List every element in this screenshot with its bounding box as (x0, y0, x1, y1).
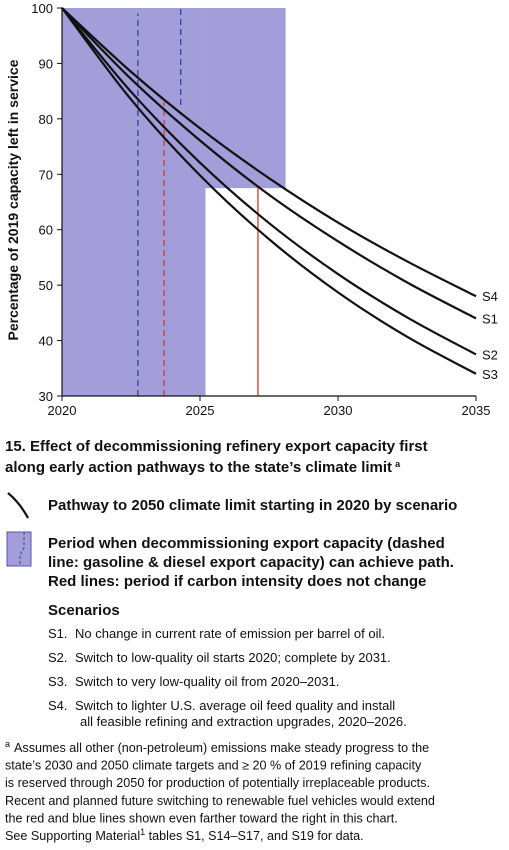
footnote: a Assumes all other (non-petroleum) emiss… (5, 739, 435, 843)
footnote-text: the red and blue lines shown even farthe… (5, 811, 398, 825)
y-tick-label: 70 (39, 167, 53, 182)
y-tick-label: 100 (31, 1, 53, 16)
caption-title-line: along early action pathways to the state… (5, 459, 392, 476)
scenario-text: Switch to lighter U.S. average oil feed … (75, 698, 395, 713)
footnote-line: is reserved through 2050 for production … (5, 776, 430, 790)
scenario-id: S4. (48, 698, 68, 713)
series-label: S2 (482, 347, 498, 362)
series-label: S4 (482, 289, 498, 304)
series-label: S3 (482, 367, 498, 382)
legend-line-icon (7, 492, 29, 519)
footnote-text: Recent and planned future switching to r… (5, 794, 435, 808)
period-region (205, 8, 286, 189)
footnote-line: See Supporting Material1 tables S1, S14–… (5, 827, 364, 843)
scenario-id: S3. (48, 674, 68, 689)
scenario-text: Switch to very low-quality oil from 2020… (75, 674, 339, 689)
scenarios-title: Scenarios (48, 602, 120, 619)
y-tick-label: 60 (39, 223, 53, 238)
y-tick-label: 40 (39, 334, 53, 349)
x-tick-label: 2030 (324, 403, 353, 418)
series-label: S1 (482, 311, 498, 326)
legend-text: Period when decommissioning export capac… (48, 535, 445, 552)
scenario-line (61, 7, 477, 375)
footnote-text: is reserved through 2050 for production … (5, 776, 430, 790)
legend-text: Pathway to 2050 climate limit starting i… (48, 497, 457, 514)
scenario-id: S2. (48, 650, 68, 665)
x-tick-label: 2020 (48, 403, 77, 418)
x-tick-label: 2035 (462, 403, 491, 418)
y-tick-label: 30 (39, 389, 53, 404)
scenario-text: all feasible refining and extraction upg… (80, 714, 407, 729)
legend-text: line: gasoline & diesel export capacity)… (48, 554, 454, 571)
legend-text: Red lines: period if carbon intensity do… (48, 573, 426, 590)
legend-period-icon (6, 531, 32, 567)
period-region (62, 8, 206, 396)
scenario-text: Switch to low-quality oil starts 2020; c… (75, 650, 391, 665)
y-tick-label: 90 (39, 56, 53, 71)
footnote-line: Recent and planned future switching to r… (5, 794, 435, 808)
footnote-text: tables S1, S14–S17, and S19 for data. (145, 829, 363, 843)
footnote-text: See Supporting Material (5, 829, 140, 843)
footnote-line: a Assumes all other (non-petroleum) emiss… (5, 739, 429, 755)
caption-title: 15. Effect of decommissioning refinery e… (5, 438, 428, 455)
scenario-line (61, 7, 477, 356)
footnote-mark: a (5, 739, 10, 749)
footnote-text: Assumes all other (non-petroleum) emissi… (14, 741, 429, 755)
scenario-line (61, 7, 477, 320)
footnote-text: state’s 2030 and 2050 climate targets an… (5, 759, 422, 773)
caption-title: along early action pathways to the state… (5, 459, 401, 476)
footnote-line: state’s 2030 and 2050 climate targets an… (5, 759, 422, 773)
scenario-list: S1. No change in current rate of emission… (48, 626, 407, 729)
y-tick-label: 50 (39, 278, 53, 293)
caption-title-line: 15. Effect of decommissioning refinery e… (5, 438, 428, 455)
caption-note-mark: a (395, 459, 401, 469)
scenario-text: No change in current rate of emission pe… (75, 626, 385, 641)
y-axis-label: Percentage of 2019 capacity left in serv… (5, 59, 21, 340)
footnote-sup: 1 (140, 827, 145, 837)
footnote-line: the red and blue lines shown even farthe… (5, 811, 398, 825)
x-tick-label: 2025 (186, 403, 215, 418)
scenario-id: S1. (48, 626, 68, 641)
legend-dash-icon (19, 532, 25, 566)
y-tick-label: 80 (39, 112, 53, 127)
scenario-line (61, 7, 477, 298)
